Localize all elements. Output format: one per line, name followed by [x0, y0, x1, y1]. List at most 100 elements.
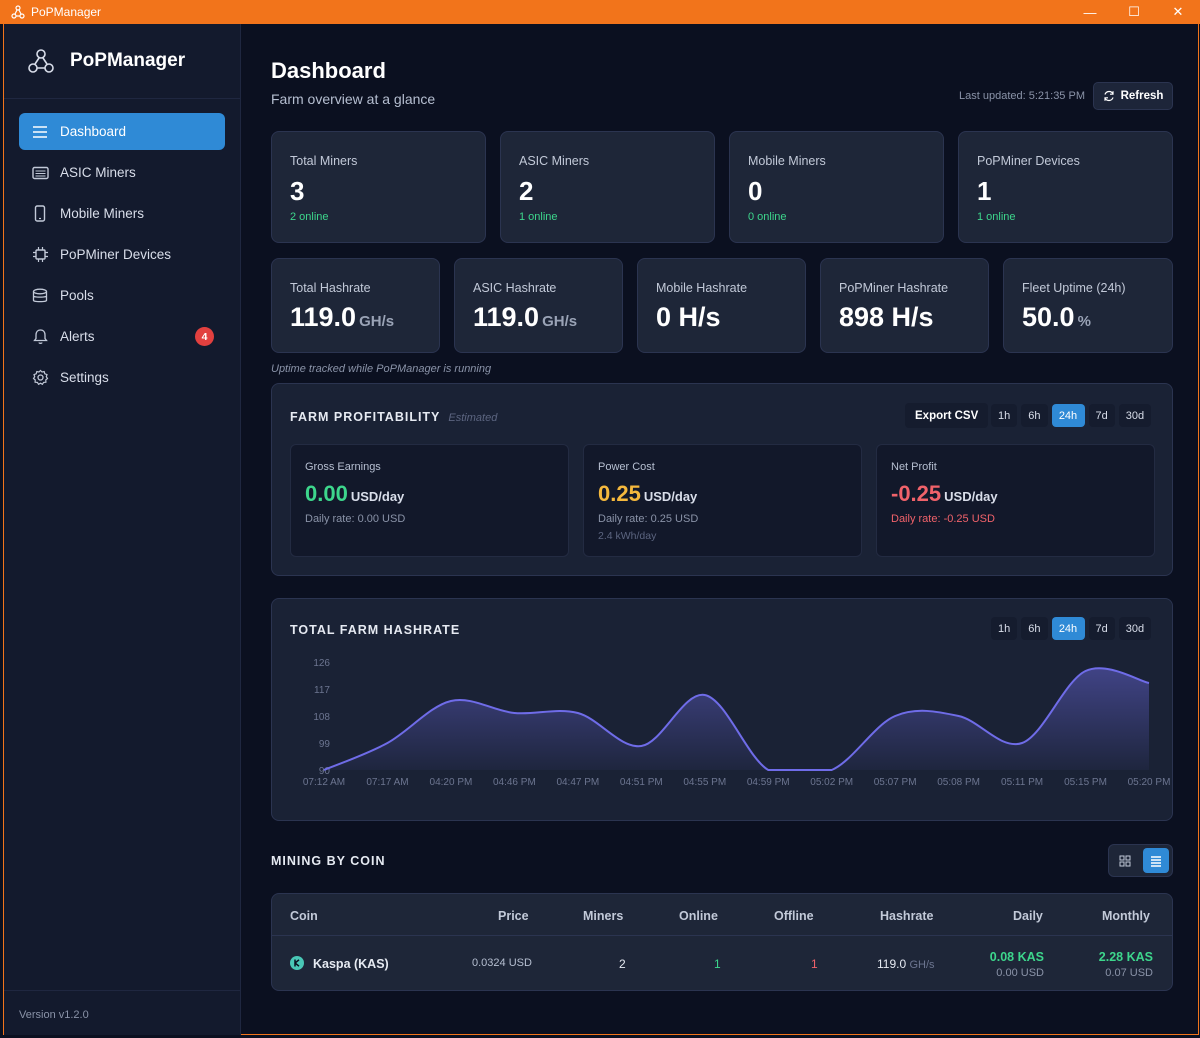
hashrate-label: Mobile Hashrate: [656, 281, 748, 295]
hashrate-unit: GH/s: [542, 313, 578, 330]
stat-value: 0: [748, 176, 763, 206]
net-profit-value: -0.25 USD/day: [891, 481, 998, 507]
range-1h-button[interactable]: 1h: [991, 404, 1018, 427]
section-title: MINING BY COIN: [271, 854, 386, 868]
sidebar-item-label: Dashboard: [60, 124, 127, 139]
sidebar-item-settings[interactable]: Settings: [19, 359, 225, 396]
menu-icon: [31, 123, 49, 141]
grid-icon: [1119, 855, 1131, 866]
sidebar-item-mobile-miners[interactable]: Mobile Miners: [19, 195, 225, 232]
gross-earnings-number: 0.00: [305, 481, 348, 506]
coin-hashrate-unit: GH/s: [909, 959, 935, 971]
gross-earnings-box: Gross Earnings 0.00 USD/day Daily rate: 0…: [290, 444, 569, 557]
column-header-offline[interactable]: Offline: [774, 909, 814, 923]
range-24h-button[interactable]: 24h: [1051, 404, 1085, 427]
hashrate-card-total: Total Hashrate 119.0 GH/s: [271, 258, 440, 353]
range-30d-button[interactable]: 30d: [1118, 404, 1152, 427]
column-header-monthly[interactable]: Monthly: [1102, 909, 1150, 923]
stat-online-count: 1 online: [977, 211, 1016, 223]
y-tick-label: 126: [313, 658, 330, 669]
power-cost-label: Power Cost: [598, 461, 655, 473]
column-header-hashrate[interactable]: Hashrate: [880, 909, 934, 923]
sidebar-item-label: ASIC Miners: [60, 165, 136, 180]
phone-icon: [31, 205, 49, 223]
sidebar-item-label: Settings: [60, 370, 109, 385]
y-tick-label: 99: [319, 739, 331, 750]
stat-label: ASIC Miners: [519, 154, 590, 168]
x-tick-label: 05:15 PM: [1064, 777, 1107, 788]
range-24h-button[interactable]: 24h: [1051, 617, 1085, 640]
hashrate-range-selector: 1h 6h 24h 7d 30d: [991, 617, 1152, 640]
stat-card-popminer-devices: PoPMiner Devices 1 1 online: [958, 131, 1173, 243]
y-tick-label: 117: [314, 685, 330, 696]
table-row[interactable]: Kaspa (KAS) 0.0324 USD 2 1 1 119.0 GH/s …: [272, 936, 1172, 991]
power-cost-number: 0.25: [598, 481, 641, 506]
hashrate-value: 0 H/s: [656, 302, 724, 333]
sidebar-item-alerts[interactable]: Alerts 4: [19, 318, 225, 355]
power-cost-box: Power Cost 0.25 USD/day Daily rate: 0.25 …: [583, 444, 862, 557]
x-tick-label: 04:59 PM: [747, 777, 790, 788]
export-csv-button[interactable]: Export CSV: [905, 403, 989, 428]
gear-icon: [31, 369, 49, 387]
range-7d-button[interactable]: 7d: [1088, 617, 1115, 640]
hashrate-value: 898 H/s: [839, 302, 937, 333]
range-7d-button[interactable]: 7d: [1088, 404, 1115, 427]
close-button[interactable]: ✕: [1172, 4, 1184, 19]
range-6h-button[interactable]: 6h: [1021, 617, 1048, 640]
hashrate-area-chart: 90 99 108 117 126 07:12 AM 07:17 AM 04:20 PM 04…: [303, 658, 1171, 788]
list-view-button[interactable]: [1142, 848, 1169, 873]
sidebar-item-label: PoPMiner Devices: [60, 247, 172, 262]
net-profit-box: Net Profit -0.25 USD/day Daily rate: -0.2…: [876, 444, 1155, 557]
column-header-daily[interactable]: Daily: [1013, 909, 1043, 923]
grid-view-button[interactable]: [1112, 848, 1139, 873]
net-profit-label: Net Profit: [891, 461, 937, 473]
profit-range-selector: 1h 6h 24h 7d 30d: [991, 404, 1152, 427]
app-logo-icon: [11, 5, 25, 19]
view-toggle: [1108, 844, 1173, 877]
page-subtitle: Farm overview at a glance: [271, 91, 436, 107]
hashrate-label: Total Hashrate: [290, 281, 371, 295]
sidebar-item-dashboard[interactable]: Dashboard: [19, 113, 225, 150]
range-30d-button[interactable]: 30d: [1118, 617, 1152, 640]
app-version: Version v1.2.0: [19, 1009, 89, 1021]
stat-online-count: 2 online: [290, 211, 329, 223]
gross-earnings-value: 0.00 USD/day: [305, 481, 404, 507]
column-header-coin[interactable]: Coin: [290, 909, 318, 923]
hashrate-unit: GH/s: [359, 313, 395, 330]
y-tick-label: 90: [319, 766, 331, 777]
coin-daily-kas: 0.08 KAS: [989, 950, 1044, 964]
gross-earnings-label: Gross Earnings: [305, 461, 381, 473]
coin-offline-count: 1: [811, 957, 818, 971]
x-tick-label: 04:46 PM: [493, 777, 536, 788]
refresh-icon: [1103, 90, 1114, 102]
refresh-button[interactable]: Refresh: [1093, 82, 1173, 110]
minimize-button[interactable]: —: [1083, 4, 1097, 20]
hashrate-number: 898 H/s: [839, 302, 934, 332]
net-profit-unit: USD/day: [944, 489, 998, 504]
x-tick-label: 05:20 PM: [1128, 777, 1171, 788]
sidebar-item-pools[interactable]: Pools: [19, 277, 225, 314]
stat-card-asic-miners: ASIC Miners 2 1 online: [500, 131, 715, 243]
x-tick-label: 05:02 PM: [810, 777, 853, 788]
brand-name: PoPManager: [70, 50, 186, 71]
sidebar-item-popminer-devices[interactable]: PoPMiner Devices: [19, 236, 225, 273]
x-tick-label: 05:11 PM: [1001, 777, 1043, 788]
x-tick-label: 05:07 PM: [874, 777, 917, 788]
sidebar-item-label: Alerts: [60, 329, 95, 344]
total-farm-hashrate-panel: TOTAL FARM HASHRATE 1h 6h 24h 7d 30d 90 9…: [271, 598, 1173, 821]
power-cost-value: 0.25 USD/day: [598, 481, 697, 507]
database-icon: [31, 287, 49, 305]
page-title: Dashboard: [271, 58, 386, 83]
coin-online-count: 1: [714, 957, 721, 971]
column-header-miners[interactable]: Miners: [583, 909, 624, 923]
range-1h-button[interactable]: 1h: [991, 617, 1018, 640]
range-6h-button[interactable]: 6h: [1021, 404, 1048, 427]
sidebar-item-asic-miners[interactable]: ASIC Miners: [19, 154, 225, 191]
column-header-online[interactable]: Online: [679, 909, 718, 923]
power-cost-unit: USD/day: [643, 489, 698, 504]
stat-label: PoPMiner Devices: [977, 154, 1080, 168]
gross-earnings-unit: USD/day: [350, 489, 405, 504]
column-header-price[interactable]: Price: [498, 909, 529, 923]
net-profit-number: -0.25: [891, 481, 942, 506]
maximize-button[interactable]: ☐: [1128, 4, 1140, 19]
